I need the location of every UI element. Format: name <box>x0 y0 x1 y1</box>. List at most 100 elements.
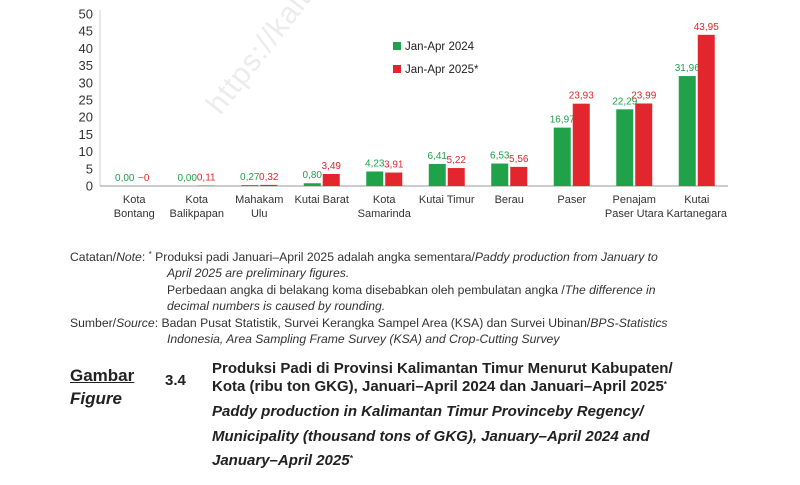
bar-2025 <box>572 103 590 186</box>
figure-title-line-2: Kota (ribu ton GKG), Januari–April 2024 … <box>212 378 667 396</box>
category-label-line: Kutai <box>684 194 709 206</box>
note-text-3: Perbedaan angka di belakang koma disebab… <box>167 283 565 297</box>
note-label: Catatan/ <box>70 250 117 264</box>
data-label-2024: 31,96 <box>675 63 700 74</box>
data-label-2024: 0,00 <box>115 173 135 184</box>
y-tick-label: 20 <box>79 110 93 125</box>
note-line-1: Catatan/Note: * Produksi padi Januari–Ap… <box>70 249 658 265</box>
y-tick-label: 50 <box>79 7 93 22</box>
category-label: Kota Samarinda <box>358 194 412 220</box>
bar-2025 <box>260 184 278 186</box>
category-label-line: Kutai Barat <box>295 194 349 206</box>
category-label-line: Balikpapan <box>170 208 224 220</box>
category-label-line: Bontang <box>114 208 155 220</box>
category-label-line: Penajam <box>613 194 656 206</box>
figure-title-line-2-text: Kota (ribu ton GKG), Januari–April 2024 … <box>212 378 664 395</box>
data-label-2025: 5,22 <box>447 155 467 166</box>
category-label-line: Mahakam <box>235 194 283 206</box>
bar-2024 <box>366 171 384 186</box>
category-label-line: Paser Utara <box>605 208 665 220</box>
y-tick-label: 40 <box>79 41 93 56</box>
y-tick-label: 35 <box>79 58 93 73</box>
legend-swatch-2024 <box>393 42 401 50</box>
legend-label-2024: Jan-Apr 2024 <box>405 41 475 53</box>
category-label-line: Ulu <box>251 208 268 220</box>
source-label: Sumber/ <box>70 316 117 330</box>
source-label-italic: Source <box>116 316 155 330</box>
figure-title-en-line-2: Municipality (thousand tons of GKG), Jan… <box>212 428 650 445</box>
bar-chart: 0 5 10 15 20 25 30 35 40 45 50 0,00 0,00 0,27 0,80 4,23… <box>79 7 728 220</box>
source-line-1: Sumber/Source: Badan Pusat Statistik, Su… <box>70 315 668 331</box>
category-label-line: Kartanegara <box>666 208 727 220</box>
data-label-2024: 4,23 <box>365 158 385 169</box>
bar-2025 <box>385 172 403 186</box>
note-text-1-en: Paddy production from January to <box>474 250 658 264</box>
category-label-line: Kota <box>185 194 209 206</box>
note-line-4: decimal numbers is caused by rounding. <box>167 299 386 313</box>
category-label: Berau <box>495 194 524 206</box>
data-label-2025: 0,11 <box>197 173 216 184</box>
figure-title-line-1: Produksi Padi di Provinsi Kalimantan Tim… <box>212 360 673 377</box>
data-label-2024: 6,53 <box>490 151 510 162</box>
data-label-2024: 0,27 <box>240 172 260 183</box>
category-label: Kutai Barat <box>295 194 349 206</box>
category-label-line: Kutai Timur <box>419 194 475 206</box>
note-line-3: Perbedaan angka di belakang koma disebab… <box>167 282 656 298</box>
data-label-2024: 22,29 <box>612 96 637 107</box>
y-tick-label: 30 <box>79 75 93 90</box>
bar-2024 <box>428 163 446 186</box>
category-label: Paser <box>557 194 586 206</box>
y-tick-label: 45 <box>79 24 93 39</box>
data-label-2025: 23,99 <box>631 90 656 101</box>
legend-swatch-2025 <box>393 65 401 73</box>
category-label: Penajam Paser Utara <box>605 194 665 220</box>
category-label-line: Samarinda <box>358 208 412 220</box>
y-tick-label: 10 <box>79 144 93 159</box>
category-label: Kutai Kartanegara <box>666 194 727 220</box>
note-label-italic: Note <box>116 250 142 264</box>
data-label-2024: 0,00 <box>178 173 198 184</box>
category-label: Kota Balikpapan <box>170 194 224 220</box>
figure-title-en-line-1: Paddy production in Kalimantan Timur Pro… <box>212 403 644 420</box>
data-label-2025: 3,49 <box>322 161 342 172</box>
data-label-2024: 16,97 <box>550 115 575 126</box>
note-label-suffix: : <box>141 250 146 264</box>
y-tick-label: 15 <box>79 127 93 142</box>
data-label-2025: ~0 <box>138 173 150 184</box>
figure-label-en: Figure <box>70 389 122 408</box>
category-label-line: Kota <box>373 194 397 206</box>
source-text-1: Badan Pusat Statistik, Survei Kerangka S… <box>161 316 591 330</box>
figure-number: 3.4 <box>165 372 186 389</box>
bar-2025 <box>510 166 528 186</box>
figure-title-en-line-3: January–April 2025* <box>212 452 353 470</box>
category-label: Mahakam Ulu <box>235 194 283 220</box>
figure-label-id: Gambar <box>70 366 135 385</box>
source-line-2: Indonesia, Area Sampling Frame Survey (K… <box>167 332 560 346</box>
note-text-1: Produksi padi Januari–April 2025 adalah … <box>155 250 475 264</box>
figure-title-en-marker: * <box>349 454 353 463</box>
bar-2025 <box>635 103 653 186</box>
note-marker: * <box>148 250 152 259</box>
y-tick-label: 5 <box>86 161 93 176</box>
data-label-2025: 43,95 <box>694 22 719 33</box>
data-label-2025: 3,91 <box>384 160 404 171</box>
data-label-2025: 0,32 <box>259 172 279 183</box>
bar-2024 <box>491 163 509 186</box>
note-line-2: April 2025 are preliminary figures. <box>167 266 350 280</box>
bar-2024 <box>616 109 634 186</box>
category-label-line: Paser <box>557 194 586 206</box>
bar-2025 <box>447 168 465 186</box>
data-label-2024: 6,41 <box>428 151 448 162</box>
data-label-2025: 5,56 <box>509 154 529 165</box>
category-label: Kutai Timur <box>419 194 475 206</box>
bar-2025 <box>697 34 715 187</box>
category-label: Kota Bontang <box>114 194 155 220</box>
legend-label-2025: Jan-Apr 2025* <box>405 64 479 76</box>
y-tick-label: 25 <box>79 93 93 108</box>
bar-2025 <box>322 173 340 186</box>
figure-title-marker: * <box>663 380 667 389</box>
bar-2024 <box>678 76 696 186</box>
y-tick-label: 0 <box>86 179 93 194</box>
source-text-1-en: BPS-Statistics <box>590 316 668 330</box>
data-label-2024: 0,80 <box>303 170 323 181</box>
